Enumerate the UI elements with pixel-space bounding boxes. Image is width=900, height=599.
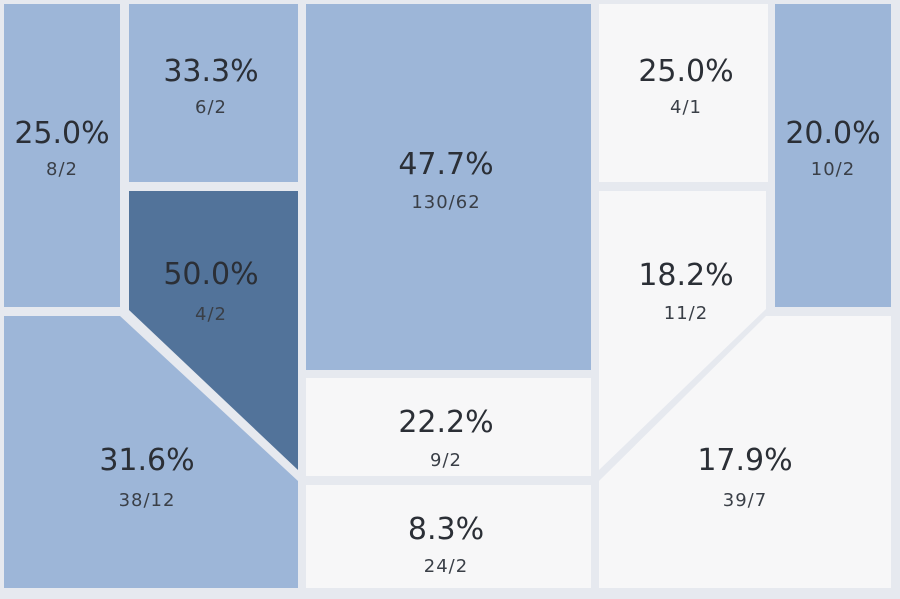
tile-percent-label: 47.7% bbox=[398, 147, 493, 182]
tile-shape bbox=[775, 4, 891, 307]
tile-shape bbox=[599, 4, 768, 182]
tile-fraction-label: 38/12 bbox=[119, 490, 176, 511]
tile-shape bbox=[4, 316, 298, 588]
tile-fraction-label: 10/2 bbox=[811, 159, 855, 180]
tile-shape bbox=[129, 191, 298, 470]
tile-33pct-6of2: 33.3% 6/2 bbox=[129, 4, 298, 182]
tile-percent-label: 22.2% bbox=[398, 405, 493, 440]
tile-percent-label: 25.0% bbox=[14, 116, 109, 151]
tile-percent-label: 17.9% bbox=[697, 443, 792, 478]
tile-percent-label: 31.6% bbox=[99, 443, 194, 478]
tile-fraction-label: 4/1 bbox=[670, 97, 702, 118]
tile-fraction-label: 11/2 bbox=[664, 303, 708, 324]
tile-percent-label: 33.3% bbox=[163, 54, 258, 89]
tile-17pct-39of7: 17.9% 39/7 bbox=[599, 316, 891, 588]
tile-22pct-9of2: 22.2% 9/2 bbox=[306, 378, 591, 476]
tile-shape bbox=[306, 378, 591, 476]
tile-percent-label: 50.0% bbox=[163, 257, 258, 292]
tile-fraction-label: 39/7 bbox=[723, 490, 767, 511]
tile-fraction-label: 4/2 bbox=[195, 304, 227, 325]
tile-8pct-24of2: 8.3% 24/2 bbox=[306, 485, 591, 588]
tile-percent-label: 20.0% bbox=[785, 116, 880, 151]
tile-50pct-4of2: 50.0% 4/2 bbox=[129, 191, 298, 470]
tile-fraction-label: 24/2 bbox=[424, 556, 468, 577]
tile-fraction-label: 9/2 bbox=[430, 450, 462, 471]
tile-shape bbox=[599, 191, 766, 470]
tile-25pct-4of1: 25.0% 4/1 bbox=[599, 4, 768, 182]
tile-shape bbox=[306, 4, 591, 370]
tile-percent-label: 18.2% bbox=[638, 258, 733, 293]
tile-47pct-130of62: 47.7% 130/62 bbox=[306, 4, 591, 370]
tile-shape bbox=[4, 4, 120, 307]
tile-18pct-11of2: 18.2% 11/2 bbox=[599, 191, 766, 470]
tile-shape bbox=[306, 485, 591, 588]
tile-shape bbox=[129, 4, 298, 182]
tile-31pct-38of12: 31.6% 38/12 bbox=[4, 316, 298, 588]
tile-percent-label: 25.0% bbox=[638, 54, 733, 89]
tile-fraction-label: 6/2 bbox=[195, 97, 227, 118]
tile-shape bbox=[599, 316, 891, 588]
tile-fraction-label: 130/62 bbox=[411, 192, 480, 213]
tile-percent-label: 8.3% bbox=[408, 512, 484, 547]
tile-20pct-10of2: 20.0% 10/2 bbox=[775, 4, 891, 307]
tile-25pct-8of2: 25.0% 8/2 bbox=[4, 4, 120, 307]
tile-fraction-label: 8/2 bbox=[46, 159, 78, 180]
